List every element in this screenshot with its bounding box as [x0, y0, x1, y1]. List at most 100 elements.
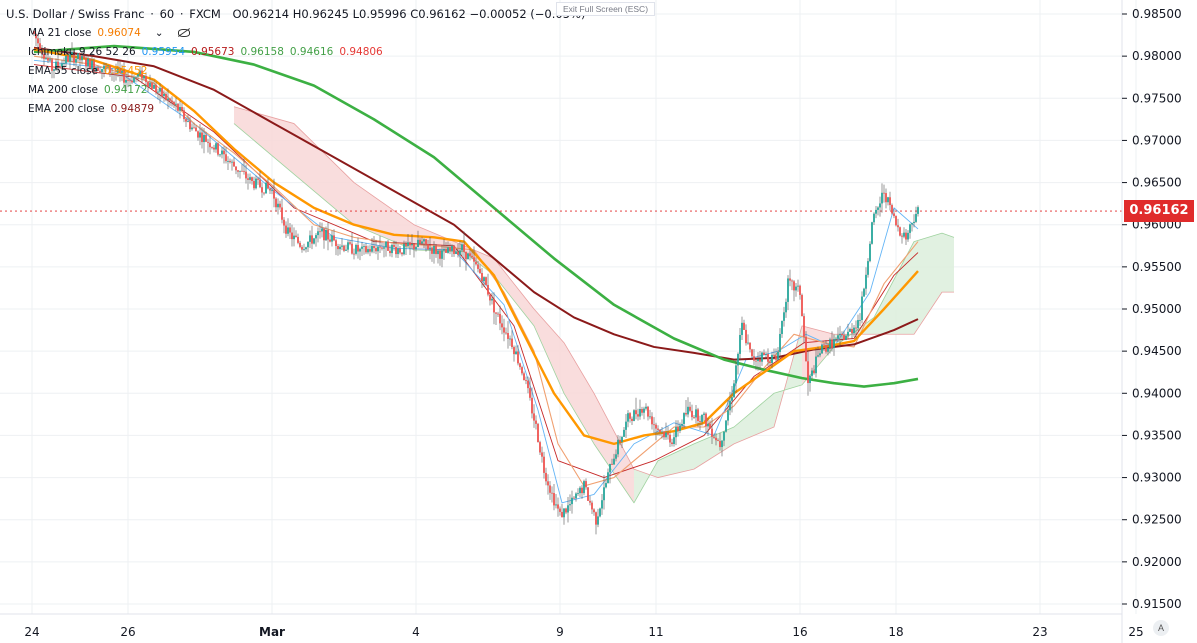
candle-body [803, 316, 805, 337]
candle-body [675, 427, 677, 438]
candle-body [549, 485, 551, 493]
candle-body [109, 65, 111, 73]
candle-body [219, 154, 221, 156]
y-tick-label: 0.94000 [1132, 386, 1182, 400]
candle-body [349, 242, 351, 244]
candle-body [147, 81, 149, 87]
candle-body [649, 416, 651, 418]
candle-body [699, 421, 701, 422]
candle-body [507, 333, 509, 339]
candle-body [323, 228, 325, 241]
candle-body [747, 342, 749, 344]
candle-body [481, 273, 483, 282]
candle-body [849, 329, 851, 332]
candle-body [813, 370, 815, 374]
ma21-line [33, 55, 919, 487]
x-tick-label: 16 [792, 625, 807, 639]
candle-body [351, 243, 353, 254]
candle-body [569, 504, 571, 506]
candle-body [739, 334, 741, 354]
candle-body [505, 332, 507, 334]
price-axis[interactable]: 0.985000.980000.975000.970000.965000.960… [1122, 7, 1182, 611]
candle-body [199, 132, 201, 138]
candle-body [755, 360, 757, 362]
candle-body [65, 55, 67, 64]
y-tick-label: 0.97000 [1132, 133, 1182, 147]
candle-body [169, 98, 171, 101]
candle-body [915, 213, 917, 222]
candle-body [381, 247, 383, 249]
candle-body [261, 187, 263, 193]
candle-body [107, 65, 109, 68]
candle-body [645, 406, 647, 409]
candle-body [867, 261, 869, 275]
cloud-segment [494, 258, 534, 326]
candle-body [809, 375, 811, 384]
candle-body [193, 127, 195, 129]
candle-body [531, 397, 533, 414]
candle-body [603, 487, 605, 501]
candle-body [465, 251, 467, 260]
current-price-label: 0.96162 [1124, 200, 1194, 223]
candle-body [209, 142, 211, 148]
indicator-label: EMA 55 close [28, 65, 98, 77]
time-axis[interactable]: 24 26 Mar 4 9 11 16 18 23 25 [24, 625, 1143, 639]
candle-body [263, 192, 265, 194]
candle-body [537, 423, 539, 443]
candle-body [859, 319, 861, 321]
y-tick-label: 0.91500 [1132, 597, 1182, 611]
indicator-lines [0, 44, 1122, 504]
candle-body [855, 327, 857, 329]
indicator-legend-row[interactable]: EMA 200 close 0.94879 [28, 103, 154, 115]
indicator-value: 0.95452 [103, 65, 148, 77]
candle-body [447, 247, 449, 253]
candle-body [615, 454, 617, 459]
candle-body [97, 67, 99, 71]
candle-body [309, 235, 311, 242]
candle-body [455, 251, 457, 254]
candle-body [377, 246, 379, 252]
candle-body [527, 380, 529, 389]
candle-body [295, 235, 297, 237]
candle-body [773, 354, 775, 356]
candle-body [697, 409, 699, 422]
cloud-segment [234, 106, 294, 175]
candle-body [469, 253, 471, 256]
candle-body [245, 171, 247, 179]
candle-body [123, 70, 125, 83]
candle-body [221, 150, 223, 155]
indicator-legend-row[interactable]: MA 200 close 0.94172 [28, 84, 147, 96]
candle-body [217, 143, 219, 155]
candle-body [255, 178, 257, 189]
candle-body [719, 441, 721, 448]
auto-scale-button[interactable]: A [1153, 620, 1169, 636]
candle-body [641, 408, 643, 413]
candle-body [515, 351, 517, 355]
indicator-legend-row[interactable]: EMA 55 close 0.95452 [28, 65, 147, 77]
candle-body [733, 383, 735, 398]
candle-body [517, 351, 519, 364]
candle-body [725, 420, 727, 432]
candle-body [577, 493, 579, 494]
candle-body [751, 349, 753, 357]
candle-body [433, 246, 435, 254]
candle-body [405, 243, 407, 246]
eye-hidden-icon[interactable] [177, 29, 190, 37]
candle-body [647, 406, 649, 417]
candle-body [93, 60, 95, 71]
candle-body [215, 143, 217, 150]
candle-body [513, 347, 515, 355]
cloud-segment [914, 233, 942, 335]
indicator-legend-row[interactable]: Ichimoku 9 26 52 26 0.95954 0.95673 0.96158… [28, 46, 383, 58]
candle-body [51, 59, 53, 71]
candle-body [173, 102, 175, 105]
candle-body [383, 247, 385, 249]
candle-body [135, 76, 137, 78]
candle-body [783, 312, 785, 321]
candle-body [619, 439, 621, 442]
exit-fullscreen-button[interactable]: Exit Full Screen (ESC) [556, 2, 656, 16]
indicator-legend-row[interactable]: MA 21 close 0.96074 ⌄ [28, 27, 190, 39]
chevron-down-icon[interactable]: ⌄ [154, 27, 164, 39]
candle-body [79, 53, 81, 61]
